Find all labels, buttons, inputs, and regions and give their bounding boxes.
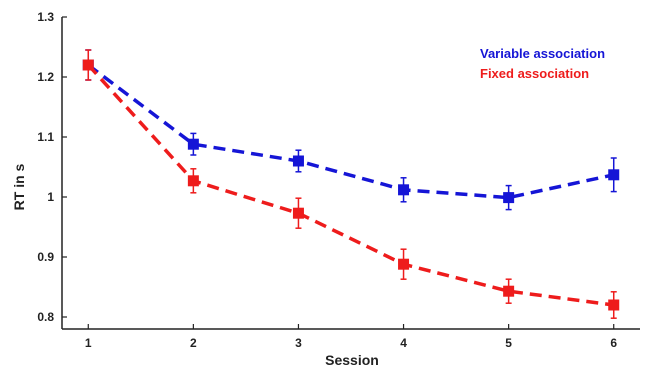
- x-tick-label: 2: [190, 336, 197, 350]
- series-line: [87, 63, 615, 200]
- series-fixed-association: [82, 49, 620, 319]
- x-tick-label: 6: [610, 336, 617, 350]
- y-tick-label: 1.3: [37, 10, 54, 24]
- legend-entry-variable-association: Variable association: [480, 46, 605, 61]
- data-point: [292, 155, 304, 167]
- y-axis-title: RT in s: [11, 163, 27, 210]
- series-line: [86, 63, 614, 307]
- y-tick-label: 1: [47, 190, 54, 204]
- data-point: [608, 299, 620, 311]
- data-point: [82, 59, 94, 71]
- series-layer: [82, 49, 620, 319]
- data-point: [608, 169, 620, 181]
- x-tick-label: 1: [85, 336, 92, 350]
- data-point: [292, 207, 304, 219]
- x-tick-label: 5: [505, 336, 512, 350]
- legend-entry-fixed-association: Fixed association: [480, 66, 589, 81]
- data-point: [187, 175, 199, 187]
- x-tick-label: 3: [295, 336, 302, 350]
- y-tick-label: 0.8: [37, 310, 54, 324]
- data-point: [187, 138, 199, 150]
- x-axis-title: Session: [325, 352, 379, 368]
- x-tick-label: 4: [400, 336, 407, 350]
- data-point: [398, 258, 410, 270]
- data-point: [503, 192, 515, 204]
- y-tick-label: 1.2: [37, 70, 54, 84]
- axes: 1.3 1.2 1.1 1 0.9 0.8 1 2 3 4 5 6: [37, 10, 640, 350]
- data-point: [503, 285, 515, 297]
- y-tick-label: 1.1: [37, 130, 54, 144]
- y-tick-label: 0.9: [37, 250, 54, 264]
- legend: Variable association Fixed association: [480, 46, 605, 81]
- data-point: [398, 184, 410, 196]
